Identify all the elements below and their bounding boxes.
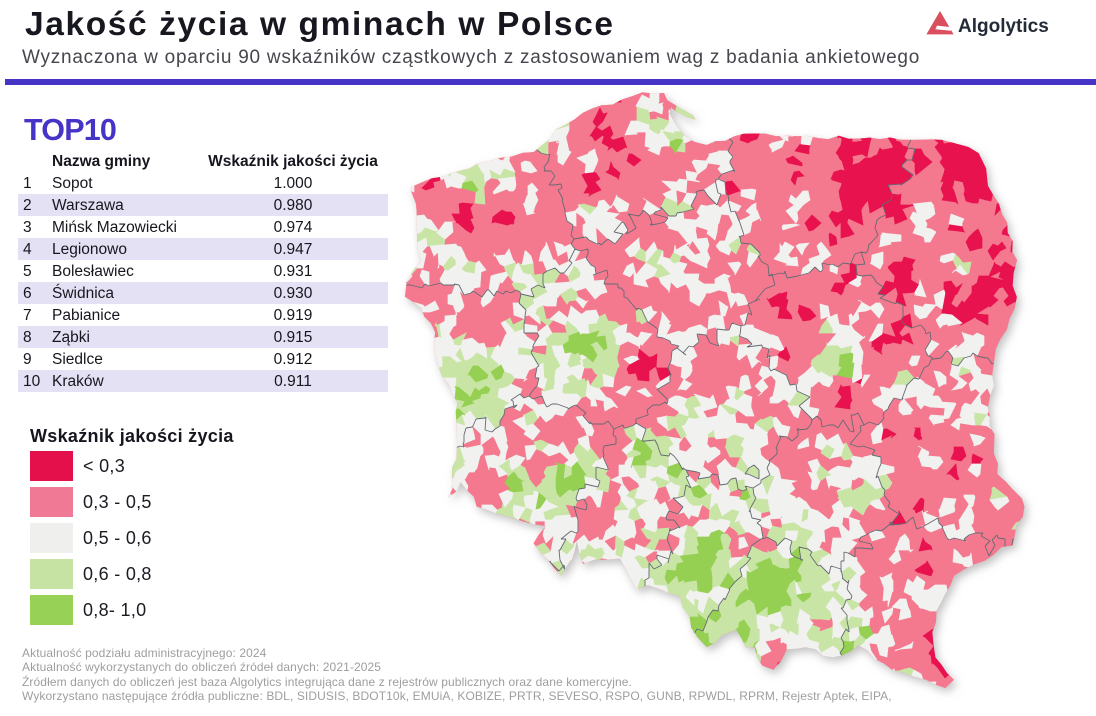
svg-text:Algolytics: Algolytics — [958, 16, 1049, 37]
